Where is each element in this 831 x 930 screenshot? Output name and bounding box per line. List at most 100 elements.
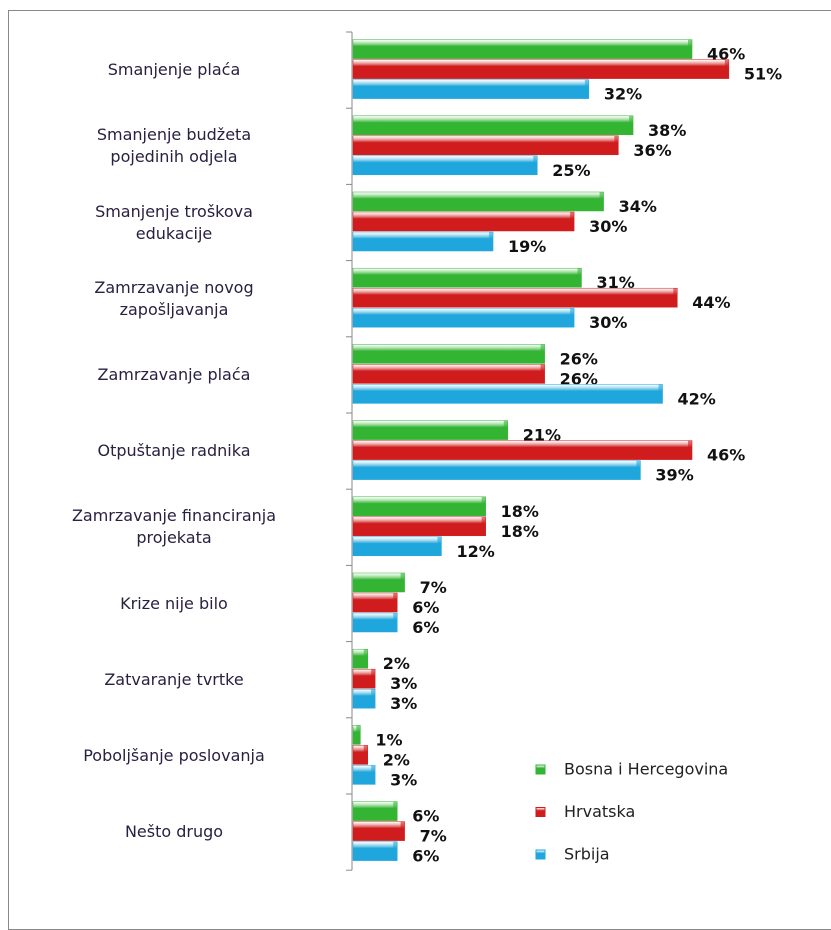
category-label: Nešto drugo bbox=[124, 822, 224, 842]
legend-label: Srbija bbox=[564, 845, 610, 864]
bar-end bbox=[614, 135, 619, 155]
bar-end bbox=[629, 115, 634, 135]
bar-end bbox=[400, 821, 405, 841]
legend-swatch bbox=[535, 764, 546, 775]
category-label: Zatvaranje tvrtke bbox=[104, 669, 244, 689]
value-label: 30% bbox=[589, 313, 627, 332]
value-label: 31% bbox=[596, 273, 634, 292]
bar-end bbox=[688, 440, 693, 460]
bar-end bbox=[393, 613, 398, 632]
value-label: 30% bbox=[589, 217, 627, 236]
bar bbox=[352, 801, 398, 821]
value-label: 6% bbox=[412, 598, 439, 617]
value-label: 51% bbox=[744, 65, 782, 84]
bar bbox=[352, 440, 693, 460]
legend-label: Hrvatska bbox=[564, 802, 635, 821]
bar bbox=[352, 364, 545, 384]
value-label: 18% bbox=[501, 502, 539, 521]
bar-end bbox=[540, 364, 545, 384]
bar-end bbox=[599, 192, 604, 211]
legend-label: Bosna i Hercegovina bbox=[564, 760, 728, 779]
category-label: Zamrzavanje financiranja projekata bbox=[71, 506, 277, 548]
bar-end bbox=[481, 496, 486, 516]
bar bbox=[352, 267, 582, 288]
value-label: 44% bbox=[692, 293, 730, 312]
category-label: Zamrzavanje novog zapošljavanja bbox=[94, 277, 254, 319]
value-label: 12% bbox=[456, 542, 494, 561]
bar bbox=[352, 384, 663, 404]
bar bbox=[352, 211, 575, 232]
bar-end bbox=[584, 79, 589, 99]
bar-end bbox=[673, 288, 678, 308]
bar-end bbox=[540, 344, 545, 364]
value-label: 26% bbox=[560, 349, 598, 368]
bar-end bbox=[570, 308, 575, 328]
value-label: 34% bbox=[619, 197, 657, 216]
bar bbox=[352, 135, 619, 156]
value-label: 6% bbox=[412, 807, 439, 826]
value-label: 3% bbox=[390, 770, 417, 789]
bar-end bbox=[577, 268, 582, 288]
bar bbox=[352, 592, 398, 613]
bar bbox=[352, 191, 604, 212]
category-label: Smanjenje troškova edukacije bbox=[95, 201, 253, 243]
chart: 46%51%32%38%36%25%34%30%19%31%44%30%26%2… bbox=[346, 31, 782, 871]
value-label: 25% bbox=[552, 161, 590, 180]
category-label: Zamrzavanje plaća bbox=[97, 364, 251, 384]
bar-end bbox=[371, 689, 376, 709]
bar-end bbox=[363, 649, 368, 669]
bar-end bbox=[356, 725, 361, 745]
value-label: 6% bbox=[412, 847, 439, 866]
bar bbox=[352, 287, 678, 308]
category-label: Otpuštanje radnika bbox=[97, 441, 251, 461]
bar-end bbox=[393, 841, 398, 861]
bar-end bbox=[489, 232, 494, 251]
bar-end bbox=[481, 516, 486, 536]
bar bbox=[352, 79, 590, 99]
value-label: 7% bbox=[420, 827, 447, 846]
bar-end bbox=[393, 593, 398, 612]
value-label: 42% bbox=[678, 389, 716, 408]
bar bbox=[352, 496, 486, 517]
bar-end bbox=[636, 460, 641, 480]
value-label: 18% bbox=[501, 522, 539, 541]
bar-end bbox=[400, 573, 405, 592]
value-label: 21% bbox=[523, 426, 561, 445]
value-label: 26% bbox=[560, 369, 598, 388]
value-label: 46% bbox=[707, 446, 745, 465]
bar bbox=[352, 59, 730, 79]
bar bbox=[352, 536, 442, 557]
bar bbox=[352, 115, 634, 136]
category-label: Smanjenje budžeta pojedinih odjela bbox=[96, 125, 252, 167]
bar bbox=[352, 516, 486, 537]
value-label: 6% bbox=[412, 618, 439, 637]
value-label: 19% bbox=[508, 237, 546, 256]
value-label: 38% bbox=[648, 121, 686, 140]
bar-end bbox=[503, 420, 508, 440]
legend-swatch bbox=[535, 849, 546, 860]
bar bbox=[352, 307, 575, 328]
value-label: 36% bbox=[633, 141, 671, 160]
bar-end bbox=[371, 765, 376, 785]
value-label: 1% bbox=[375, 730, 402, 749]
bar-end bbox=[724, 59, 729, 79]
value-label: 7% bbox=[420, 578, 447, 597]
legend-swatch bbox=[535, 807, 546, 817]
bar-end bbox=[533, 155, 538, 175]
category-label: Smanjenje plaća bbox=[107, 60, 241, 80]
value-label: 3% bbox=[390, 694, 417, 713]
bar bbox=[352, 155, 538, 176]
value-label: 39% bbox=[655, 466, 693, 485]
bar bbox=[352, 39, 693, 59]
value-label: 2% bbox=[383, 750, 410, 769]
value-label: 32% bbox=[604, 85, 642, 104]
bar-end bbox=[393, 801, 398, 821]
bar-end bbox=[570, 212, 575, 231]
category-label: Krize nije bilo bbox=[120, 593, 228, 613]
bar bbox=[352, 572, 405, 593]
value-label: 46% bbox=[707, 45, 745, 64]
bar-end bbox=[371, 669, 376, 689]
value-label: 2% bbox=[383, 654, 410, 673]
bar-end bbox=[658, 384, 663, 404]
bar bbox=[352, 231, 494, 252]
